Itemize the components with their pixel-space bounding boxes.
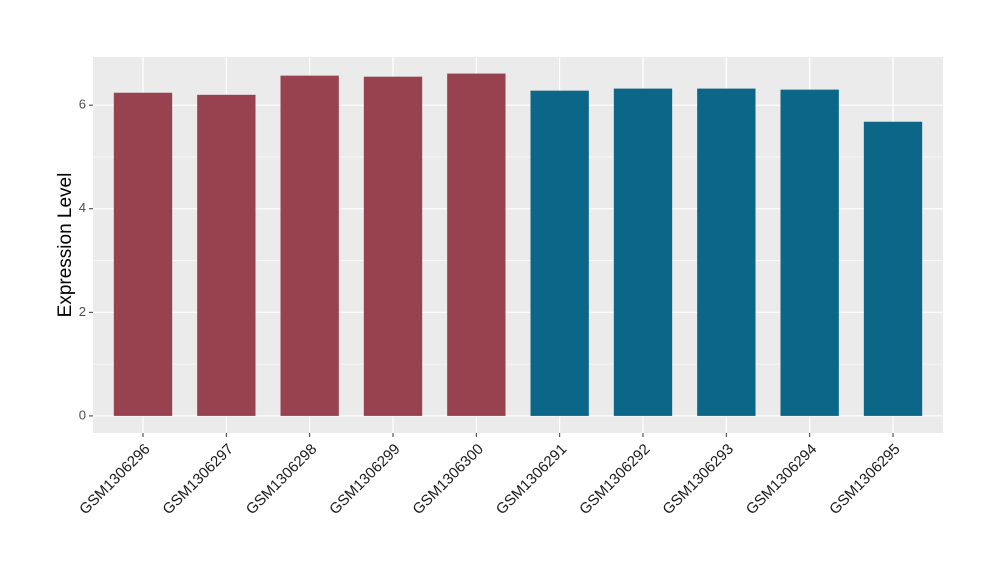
x-tick-label: GSM1306296 [76,441,153,518]
bar [363,76,423,416]
bar [613,88,673,416]
bar [197,94,256,416]
x-tick-label: GSM1306294 [743,441,820,518]
x-tick-label: GSM1306293 [659,441,736,518]
y-tick-label: 0 [79,407,86,422]
y-tick-label: 6 [79,97,86,112]
bar [780,89,839,416]
bar [530,90,589,416]
bar [280,75,339,416]
x-tick-label: GSM1306300 [409,441,486,518]
x-tick-label: GSM1306297 [159,441,236,518]
x-tick-label: GSM1306292 [576,441,653,518]
x-tick-label: GSM1306298 [243,441,320,518]
bar [863,121,923,416]
y-tick-label: 2 [79,304,86,319]
y-axis-label: Expression Level [55,173,76,318]
y-tick-label: 4 [79,200,86,215]
bar [697,88,756,416]
x-tick-label: GSM1306295 [826,441,903,518]
bar [113,92,173,416]
x-tick-label: GSM1306299 [326,441,403,518]
x-tick-label: GSM1306291 [493,441,570,518]
bar [447,73,506,416]
